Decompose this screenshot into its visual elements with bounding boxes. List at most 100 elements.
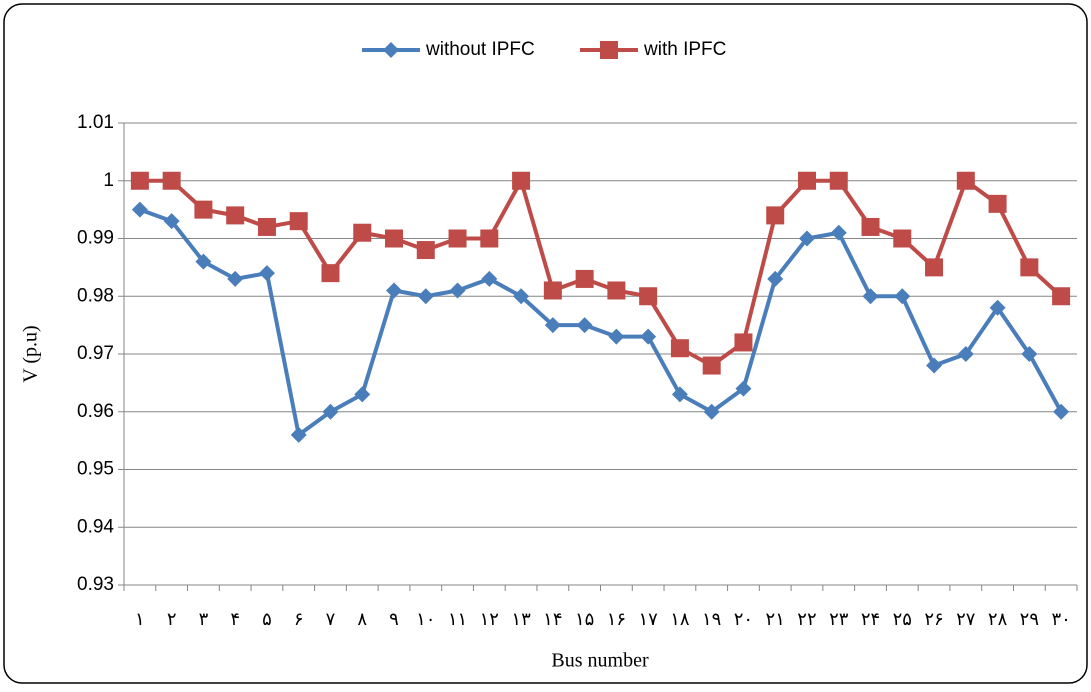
point (576, 317, 593, 334)
point (957, 346, 974, 362)
point (988, 194, 1007, 213)
point (353, 223, 372, 242)
point (861, 217, 880, 236)
point (639, 287, 658, 306)
x-tick-label: ۱ (135, 609, 145, 629)
point (226, 206, 245, 225)
point (956, 171, 975, 190)
point (194, 200, 213, 219)
y-tick-label: 0.96 (77, 401, 114, 422)
point (163, 213, 180, 230)
x-tick-label: ۳۰ (1051, 609, 1070, 629)
legend-marker (383, 42, 399, 58)
x-tick-label: ۴ (230, 609, 240, 629)
point (1021, 346, 1038, 362)
x-tick-label: ۵ (262, 609, 272, 629)
x-tick-label: ۲۶ (924, 609, 943, 629)
point (481, 270, 498, 287)
x-tick-label: ۲۵ (893, 609, 912, 629)
point (480, 229, 499, 248)
y-tick-label: 1 (103, 170, 114, 191)
point (798, 230, 815, 247)
point (797, 171, 816, 190)
point (1053, 403, 1070, 420)
point (575, 269, 594, 288)
point (734, 333, 753, 352)
x-tick-label: ۲۹ (1020, 609, 1039, 629)
point (131, 201, 148, 218)
y-axis-label: V (p.u) (20, 325, 42, 382)
point (893, 229, 912, 248)
x-tick-label: ۱۸ (670, 609, 690, 629)
point (290, 426, 307, 443)
point (162, 171, 181, 190)
point (385, 229, 404, 248)
x-tick-label: ۷ (326, 609, 336, 629)
x-tick-label: ۶ (294, 609, 304, 629)
x-tick-label: ۱۲ (480, 609, 499, 629)
point (670, 339, 689, 358)
point (862, 288, 879, 305)
point (640, 328, 657, 345)
y-tick-label: 0.98 (77, 285, 114, 306)
x-tick-label: ۹ (389, 609, 399, 629)
point (227, 270, 244, 287)
series-line (139, 207, 1063, 437)
x-tick-label: ۱۶ (607, 609, 626, 629)
x-tick-label: ۱۷ (638, 609, 658, 629)
x-tick-label: ۸ (357, 609, 367, 629)
y-tick-label: 0.95 (77, 459, 114, 480)
point (767, 270, 784, 287)
point (829, 171, 848, 190)
x-tick-label: ۲۸ (988, 609, 1008, 629)
point (386, 282, 403, 299)
x-tick-label: ۲ (167, 609, 177, 629)
y-tick-label: 0.97 (77, 343, 114, 364)
point (289, 212, 308, 231)
point (1020, 258, 1039, 277)
x-tick-label: ۱۳ (511, 609, 531, 629)
legend-label: with IPFC (643, 39, 726, 60)
point (830, 224, 847, 241)
point (257, 217, 276, 236)
point (735, 380, 752, 397)
x-tick-label: ۲۴ (861, 609, 880, 629)
point (512, 171, 531, 190)
point (448, 229, 467, 248)
y-tick-label: 0.94 (77, 516, 114, 537)
point (417, 288, 434, 305)
point (354, 386, 371, 403)
y-tick-label: 0.93 (77, 574, 114, 595)
point (1052, 287, 1071, 306)
point (130, 171, 149, 190)
x-tick-label: ۲۷ (956, 609, 976, 629)
point (703, 403, 720, 420)
x-tick-label: ۱۵ (575, 609, 594, 629)
point (671, 386, 688, 403)
x-tick-label: ۱۰ (416, 609, 435, 629)
point (894, 288, 911, 305)
point (322, 403, 339, 420)
point (449, 282, 466, 299)
point (607, 281, 626, 300)
x-tick-label: ۲۲ (797, 609, 816, 629)
x-tick-label: ۲۱ (766, 609, 785, 629)
x-axis-label: Bus number (551, 650, 649, 672)
point (702, 356, 721, 375)
x-tick-label: ۲۰ (734, 609, 753, 629)
point (925, 258, 944, 277)
point (543, 281, 562, 300)
point (195, 253, 212, 270)
point (321, 264, 340, 283)
x-tick-label: ۳ (199, 609, 209, 629)
point (258, 265, 275, 282)
legend-label: without IPFC (425, 39, 535, 60)
x-tick-label: ۱۹ (702, 609, 721, 629)
point (544, 317, 561, 334)
point (608, 328, 625, 345)
x-tick-label: ۱۴ (543, 609, 562, 629)
y-tick-label: 0.99 (77, 228, 114, 249)
x-tick-label: ۲۳ (829, 609, 849, 629)
chart-frame (3, 3, 1088, 684)
